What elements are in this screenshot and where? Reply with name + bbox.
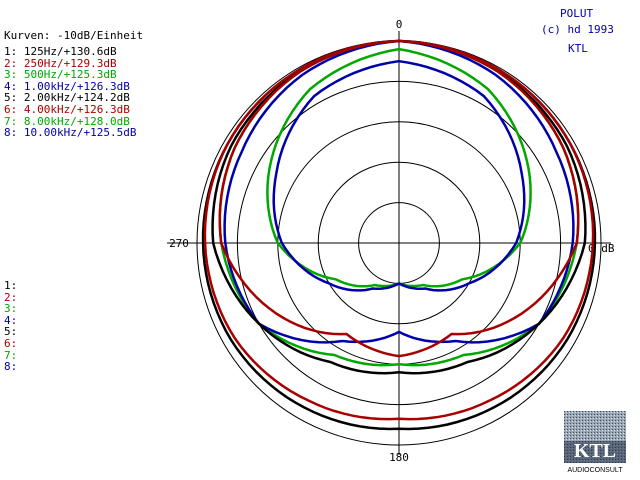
- legend-entry-3: 3: 500Hz/+125.3dB: [4, 68, 117, 82]
- logo-text: KTL: [574, 440, 616, 462]
- legend-entry-8: 8: 10.00kHz/+125.5dB: [4, 126, 137, 140]
- copyright: (c) hd 1993: [541, 23, 614, 36]
- lower-index-label-3: 3:: [4, 302, 18, 316]
- series-curve-8: [272, 59, 526, 292]
- logo-subtext: AUDIOCONSULT: [567, 467, 623, 474]
- lower-index-label-5: 5:: [4, 325, 18, 339]
- app-name: POLUT: [560, 7, 594, 20]
- legend-entry-2: 2: 250Hz/+129.3dB: [4, 56, 117, 70]
- ktl-logo: KTL AUDIOCONSULT: [564, 411, 626, 474]
- series-curve-2: [203, 39, 595, 421]
- lower-index-label-8: 8:: [4, 360, 18, 374]
- lower-index-label-4: 4:: [4, 313, 18, 327]
- legend-entry-4: 4: 1.00kHz/+126.3dB: [4, 79, 130, 93]
- legend-entry-5: 5: 2.00kHz/+124.2dB: [4, 91, 130, 105]
- angle-label-left: 270: [169, 237, 189, 250]
- series-curve-4: [223, 39, 575, 344]
- lower-index-label-7: 7:: [4, 348, 18, 362]
- legend-entry-7: 7: 8.00kHz/+128.0dB: [4, 114, 130, 128]
- legend-entry-6: 6: 4.00kHz/+126.3dB: [4, 103, 130, 116]
- lower-index-label-6: 6:: [4, 337, 18, 350]
- lower-index-label-1: 1:: [4, 279, 18, 292]
- org-name: KTL: [568, 42, 588, 55]
- angle-label-top: 0: [396, 18, 403, 31]
- lower-index-label-2: 2:: [4, 290, 18, 304]
- series-curve-5: [211, 39, 587, 375]
- scale-label: Kurven: -10dB/Einheit: [4, 29, 144, 42]
- angle-label-bottom: 180: [389, 451, 409, 464]
- legend-entry-1: 1: 125Hz/+130.6dB: [4, 45, 117, 58]
- series-curve-6: [218, 39, 580, 358]
